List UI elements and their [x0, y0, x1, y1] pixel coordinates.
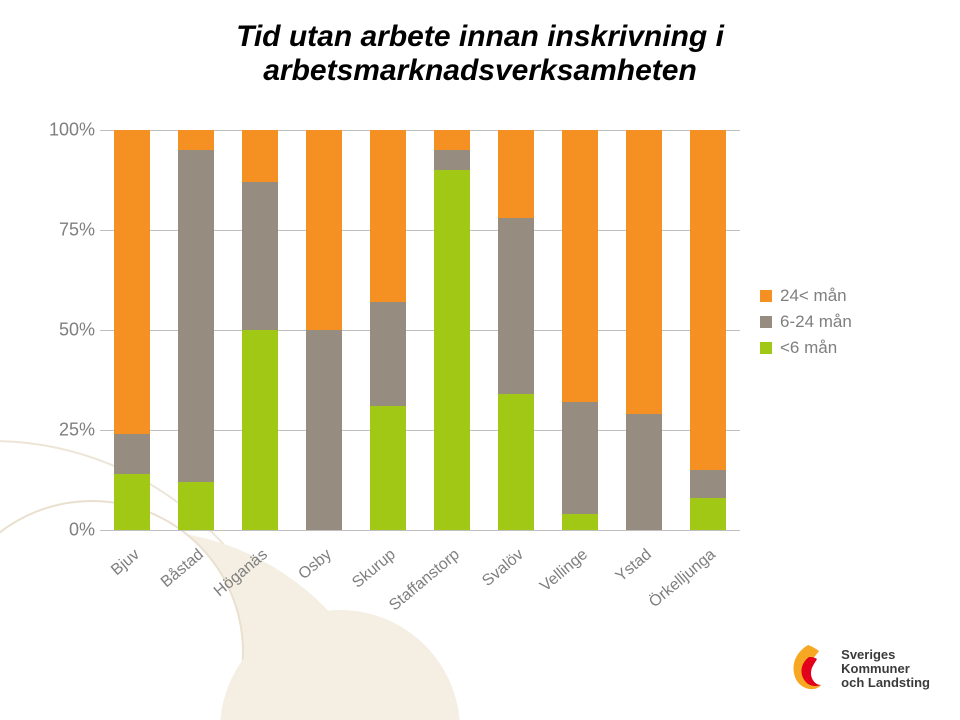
- bar-segment: [242, 182, 278, 330]
- bar: [178, 130, 214, 530]
- bar-segment: [690, 498, 726, 530]
- bar-segment: [498, 394, 534, 530]
- category-label: Svalöv: [479, 546, 527, 591]
- logo-text: Sveriges Kommuner och Landsting: [841, 648, 930, 691]
- logo-icon: [785, 643, 831, 695]
- chart: 0%25%50%75%100% BjuvBåstadHöganäsOsbySku…: [40, 130, 740, 560]
- y-tick-label: 100%: [40, 120, 95, 141]
- logo-line-3: och Landsting: [841, 676, 930, 690]
- logo-line-2: Kommuner: [841, 662, 930, 676]
- bar-segment: [626, 414, 662, 530]
- bar: [114, 130, 150, 530]
- legend-item: 24< mån: [760, 286, 852, 306]
- bar-segment: [498, 218, 534, 394]
- y-tick-label: 25%: [40, 420, 95, 441]
- bar-segment: [114, 434, 150, 474]
- bar-segment: [434, 170, 470, 530]
- legend-swatch: [760, 342, 772, 354]
- legend-swatch: [760, 290, 772, 302]
- bar-segment: [370, 406, 406, 530]
- x-axis-labels: BjuvBåstadHöganäsOsbySkurupStaffanstorpS…: [100, 530, 740, 560]
- bar: [498, 130, 534, 530]
- legend-label: 24< mån: [780, 286, 847, 306]
- legend-item: 6-24 mån: [760, 312, 852, 332]
- bar-segment: [306, 130, 342, 330]
- bar-segment: [178, 482, 214, 530]
- bar-segment: [114, 474, 150, 530]
- bar: [306, 130, 342, 530]
- bar-segment: [690, 130, 726, 470]
- category-label: Skurup: [349, 546, 399, 592]
- bar-segment: [562, 402, 598, 514]
- legend-label: 6-24 mån: [780, 312, 852, 332]
- bar-segment: [562, 514, 598, 530]
- bar-segment: [242, 130, 278, 182]
- logo-line-1: Sveriges: [841, 648, 930, 662]
- legend-swatch: [760, 316, 772, 328]
- slide: Tid utan arbete innan inskrivning i arbe…: [0, 0, 960, 720]
- bar-segment: [562, 130, 598, 402]
- bar-segment: [370, 302, 406, 406]
- y-tick-label: 75%: [40, 220, 95, 241]
- bar-segment: [498, 130, 534, 218]
- bar-segment: [242, 330, 278, 530]
- bar: [242, 130, 278, 530]
- bar-segment: [690, 470, 726, 498]
- plot-area: [100, 130, 740, 531]
- legend: 24< mån 6-24 mån <6 mån: [760, 280, 852, 364]
- y-tick-label: 50%: [40, 320, 95, 341]
- bar-segment: [626, 130, 662, 414]
- category-label: Örkelljunga: [646, 546, 720, 612]
- legend-item: <6 mån: [760, 338, 852, 358]
- bar: [562, 130, 598, 530]
- bar: [370, 130, 406, 530]
- bar: [626, 130, 662, 530]
- bar-segment: [178, 130, 214, 150]
- bar-segment: [434, 150, 470, 170]
- bar-segment: [434, 130, 470, 150]
- bar-segment: [370, 130, 406, 302]
- chart-title: Tid utan arbete innan inskrivning i arbe…: [80, 20, 880, 88]
- y-axis-labels: 0%25%50%75%100%: [40, 130, 100, 530]
- category-label: Ystad: [613, 546, 656, 586]
- bar: [434, 130, 470, 530]
- legend-label: <6 mån: [780, 338, 837, 358]
- bar-segment: [306, 330, 342, 530]
- y-tick-label: 0%: [40, 520, 95, 541]
- bar-segment: [178, 150, 214, 482]
- bar: [690, 130, 726, 530]
- category-label: Vellinge: [537, 546, 592, 596]
- logo: Sveriges Kommuner och Landsting: [785, 643, 930, 695]
- category-label: Osby: [295, 546, 335, 584]
- bar-segment: [114, 130, 150, 434]
